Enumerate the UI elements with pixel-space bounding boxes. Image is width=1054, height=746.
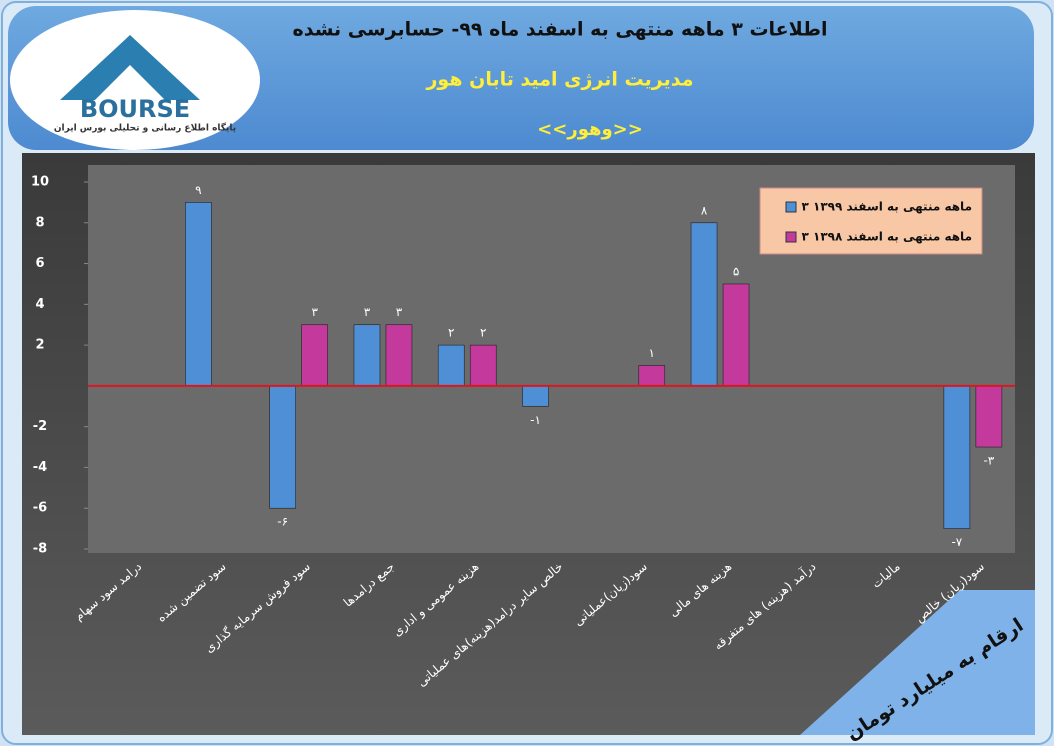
bar [975, 385, 1003, 448]
value-label: -۱ [530, 413, 541, 427]
symbol: <<وهور>> [537, 119, 643, 140]
value-label: -۷ [951, 535, 962, 549]
value-label: -۳ [983, 454, 994, 468]
bar [185, 202, 212, 387]
bar [690, 222, 718, 387]
legend-label: ۳ ماهه منتهی به اسفند ۱۳۹۸ [801, 230, 972, 244]
y-tick-label: 2 [35, 338, 44, 353]
y-tick-label: -8 [33, 542, 47, 557]
logo-subtitle: پایگاه اطلاع رسانی و تحلیلی بورس ایران [54, 122, 236, 134]
y-tick-label: -6 [33, 501, 47, 516]
value-label: ۳ [311, 305, 318, 319]
title: اطلاعات ۳ ماهه منتهی به اسفند ماه ۹۹- حس… [293, 19, 828, 41]
note-banner [800, 590, 1035, 735]
company: مدیریت انرژی امید تابان هور [425, 69, 693, 91]
value-label: ۳ [396, 305, 403, 319]
logo-text: BOURSE [80, 95, 190, 123]
bar [353, 324, 381, 387]
header-panel [8, 6, 1034, 150]
bar [437, 344, 465, 387]
bar [522, 385, 549, 407]
legend-box [759, 187, 983, 255]
bar [269, 385, 296, 509]
y-tick-label: 4 [35, 297, 44, 312]
y-tick-label: 10 [31, 175, 49, 190]
y-tick-label: -2 [33, 419, 47, 434]
value-label: ۲ [480, 326, 486, 340]
legend-label: ۳ ماهه منتهی به اسفند ۱۳۹۹ [801, 200, 972, 214]
value-label: ۳ [364, 305, 371, 319]
value-label: -۶ [277, 515, 288, 529]
y-tick-label: -4 [33, 460, 47, 475]
bar [722, 283, 750, 387]
bar [943, 385, 971, 529]
bar [301, 324, 328, 387]
value-label: ۵ [733, 264, 739, 278]
bar [385, 324, 413, 387]
value-label: ۱ [649, 346, 655, 360]
bar [469, 344, 497, 387]
y-tick-label: 8 [35, 215, 44, 230]
value-label: ۹ [195, 183, 201, 197]
legend: ۳ ماهه منتهی به اسفند ۱۳۹۹ ۳ ماهه منتهی ب… [759, 187, 983, 255]
logo-shape [95, 65, 165, 100]
y-tick-label: 6 [35, 256, 44, 271]
value-label: ۲ [448, 326, 454, 340]
value-label: ۸ [701, 203, 708, 217]
legend-swatch [785, 231, 797, 243]
legend-swatch [785, 201, 797, 213]
bar [638, 365, 666, 387]
